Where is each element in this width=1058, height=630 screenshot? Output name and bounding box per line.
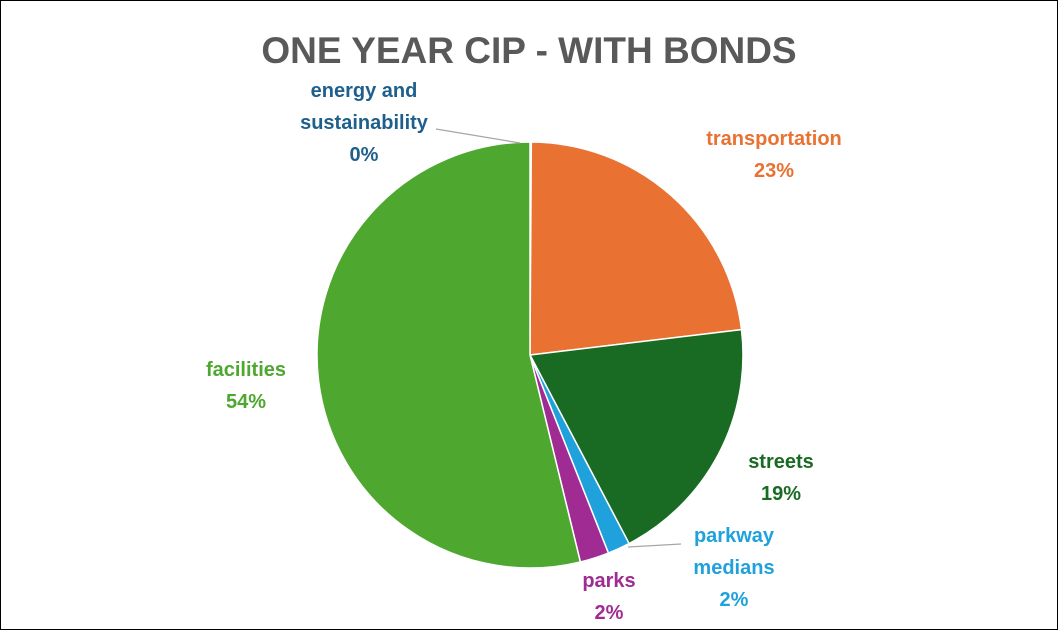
data-label-energy-and-sustainability: energy and sustainability 0% bbox=[300, 80, 429, 166]
data-label-parks: parks 2% bbox=[582, 570, 635, 624]
chart-title: ONE YEAR CIP - WITH BONDS bbox=[261, 30, 796, 71]
leader-lines bbox=[435, 128, 682, 548]
data-labels: energy and sustainability 0% transportation… bbox=[206, 80, 842, 624]
data-label-streets: streets 19% bbox=[748, 451, 814, 505]
data-label-facilities: facilities 54% bbox=[206, 359, 286, 413]
pie-slice-facilities bbox=[316, 141, 582, 569]
pie-slice-transportation bbox=[529, 141, 743, 356]
data-label-parkway-medians: parkway medians 2% bbox=[693, 525, 774, 611]
data-label-transportation: transportation 23% bbox=[706, 128, 842, 182]
pie-slices bbox=[316, 141, 744, 569]
leader-line-energy-and-sustainability bbox=[435, 128, 521, 144]
leader-line-parkway-medians bbox=[627, 543, 682, 548]
pie-slice-streets bbox=[528, 328, 744, 545]
